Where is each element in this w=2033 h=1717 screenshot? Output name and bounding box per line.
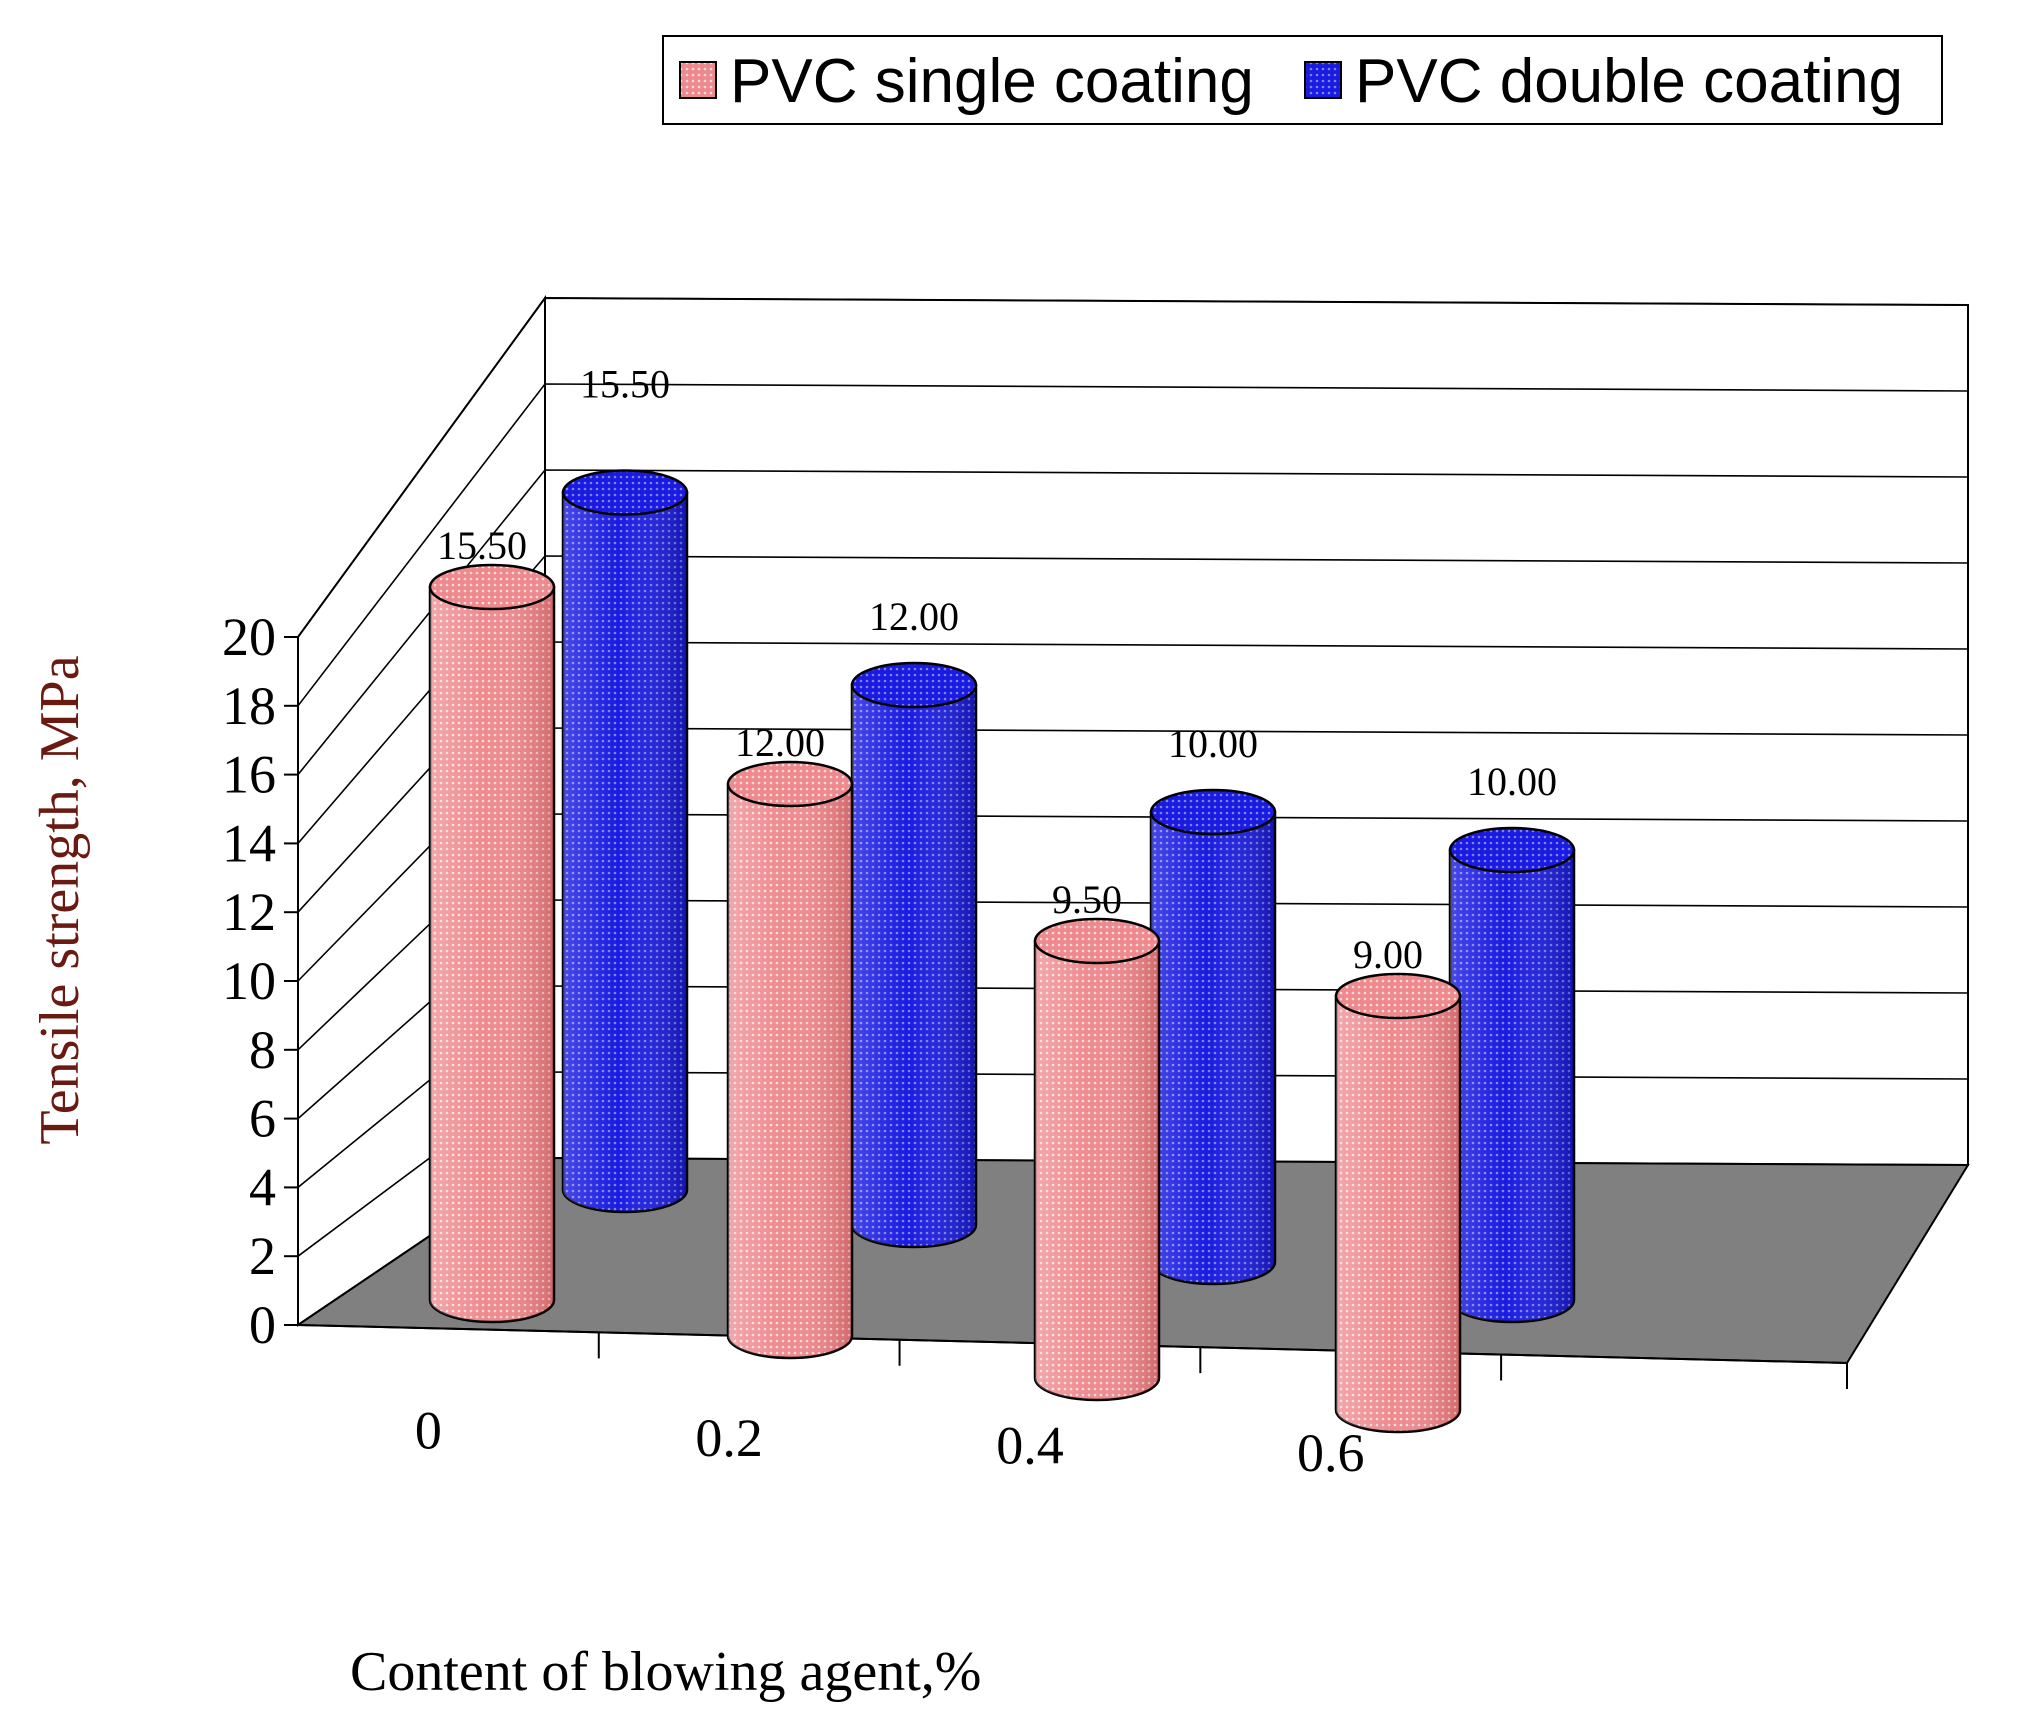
x-tick-label: 0.2 [695, 1408, 763, 1468]
cylinder-shade [728, 784, 852, 1358]
y-tick-label: 2 [249, 1226, 276, 1286]
cylinder-shade [852, 685, 976, 1247]
x-tick-label: 0.6 [1297, 1423, 1365, 1483]
cylinder-top [1448, 826, 1576, 874]
cylinder-top [428, 563, 556, 611]
bar-double-coating [1149, 788, 1277, 1286]
legend-swatch-double [1304, 61, 1342, 99]
bar-single-coating [1033, 917, 1161, 1402]
bar-single-coating [726, 760, 854, 1360]
bar-single-coating [428, 563, 556, 1324]
y-tick-label: 4 [249, 1157, 276, 1217]
cylinder-top [561, 469, 689, 516]
x-tick-label: 0.4 [996, 1415, 1064, 1475]
cylinder-top [1149, 788, 1277, 836]
legend: PVC single coating PVC double coating [662, 35, 1943, 125]
gridline [297, 469, 1969, 776]
legend-box [662, 35, 1943, 125]
legend-swatch-single [679, 61, 717, 99]
cylinder-shade [430, 587, 554, 1322]
y-tick-label: 12 [222, 882, 276, 942]
bar-double-coating [561, 469, 689, 1214]
data-label-single: 15.50 [437, 523, 527, 568]
data-label-double: 10.00 [1467, 759, 1557, 804]
cylinder-top [726, 760, 854, 808]
bars [428, 469, 1576, 1434]
legend-label-double: PVC double coating [1355, 47, 1903, 116]
y-tick-label: 6 [249, 1089, 276, 1149]
cylinder-shade [1035, 941, 1159, 1400]
gridline [297, 555, 1969, 844]
y-tick-label: 20 [222, 607, 276, 667]
x-axis-title: Content of blowing agent,% [350, 1641, 981, 1703]
cylinder-top [1033, 917, 1161, 965]
cylinder-shade [1336, 996, 1460, 1432]
data-label-single: 12.00 [735, 720, 825, 765]
cylinder-shade [1151, 812, 1275, 1284]
data-labels: 15.50 12.00 10.00 10.00 15.50 12.00 9.50 9.00 [437, 362, 1557, 978]
x-tick-label: 0 [415, 1401, 442, 1461]
y-axis-title: Tensile strength, MPa [29, 655, 91, 1144]
data-label-double: 15.50 [580, 362, 670, 407]
y-tick-label: 8 [249, 1020, 276, 1080]
data-label-single: 9.00 [1353, 932, 1423, 977]
data-label-double: 12.00 [869, 594, 959, 639]
legend-label-single: PVC single coating [730, 47, 1254, 116]
cylinder-top [1334, 972, 1462, 1020]
y-tick-label: 14 [222, 813, 276, 873]
cylinder-shade [563, 492, 687, 1212]
bar-double-coating [850, 661, 978, 1249]
bar-single-coating [1334, 972, 1462, 1434]
gridline [297, 383, 1969, 707]
gridline [297, 297, 1969, 638]
cylinder-top [850, 661, 978, 709]
data-label-double: 10.00 [1168, 721, 1258, 766]
y-tick-label: 18 [222, 676, 276, 736]
x-axis-ticks: 0 0.2 0.4 0.6 [415, 1332, 1848, 1483]
y-axis-ticks: 0 2 4 6 8 10 12 14 16 18 20 [222, 607, 298, 1355]
bar-double-coating [1448, 826, 1576, 1324]
y-tick-label: 16 [222, 745, 276, 805]
data-label-single: 9.50 [1052, 877, 1122, 922]
cylinder-shade [1450, 850, 1574, 1322]
y-tick-label: 0 [249, 1295, 276, 1355]
y-tick-label: 10 [222, 951, 276, 1011]
